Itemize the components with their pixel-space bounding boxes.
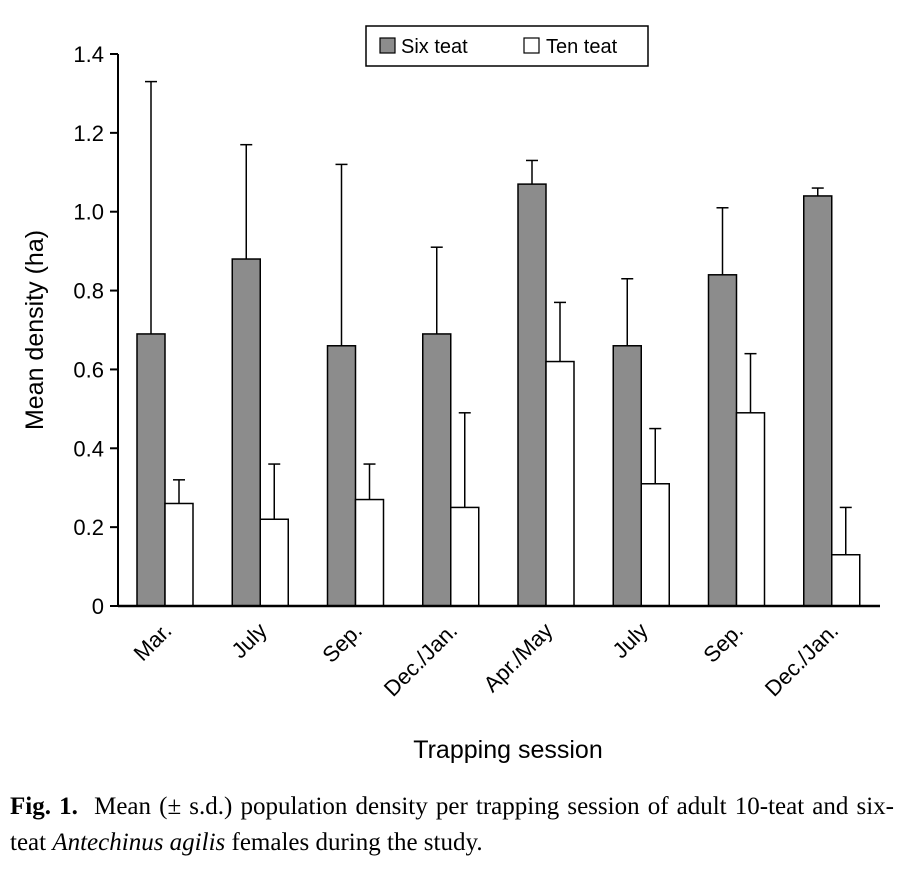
bar-six-teat: [707, 274, 738, 607]
x-tick-label: Sep.: [317, 618, 367, 668]
y-tick-label: 0.8: [73, 279, 104, 304]
bar-chart: 00.20.40.60.81.01.21.4 Mar. July Sep. Dec./…: [21, 25, 880, 764]
bar-ten-teat: [164, 502, 194, 607]
x-tick-label: Dec./Jan.: [379, 618, 462, 701]
x-tick-label: Apr./May: [478, 618, 557, 697]
y-axis: 0 0.2 0.4 0.6 0.8 1.0 1.2 1.4: [73, 42, 119, 619]
bar-ten-teat: [450, 506, 480, 607]
bar-six-teat: [326, 345, 357, 607]
bar-ten-teat: [545, 360, 575, 607]
bars: [136, 183, 861, 607]
y-tick-label: 0: [92, 594, 104, 619]
bar-ten-teat: [831, 553, 861, 607]
bar-six-teat: [231, 258, 261, 607]
caption-species: Antechinus agilis: [52, 829, 226, 856]
figure-caption: Fig. 1. Mean (± s.d.) population density…: [10, 789, 894, 861]
bar-six-teat: [517, 183, 547, 607]
bar-six-teat: [422, 333, 452, 607]
caption-text-before: Mean (± s.d.) population density per tra…: [10, 793, 894, 856]
legend-swatch-six-teat: [379, 37, 396, 54]
error-bars: [145, 80, 852, 555]
caption-text-after: females during the study.: [225, 829, 483, 856]
x-axis: Mar. July Sep. Dec./Jan. Apr./May July Sep. Dec…: [118, 604, 880, 701]
x-tick-label: Sep.: [698, 618, 748, 668]
bar-ten-teat: [735, 412, 766, 607]
legend-label-six-teat: Six teat: [401, 36, 468, 58]
bar-six-teat: [803, 195, 833, 607]
y-tick-label: 0.2: [73, 515, 104, 540]
y-tick-label: 1.0: [73, 200, 104, 225]
figure-label: Fig. 1.: [10, 793, 78, 820]
legend: Six teat Ten teat: [365, 25, 649, 67]
y-tick-label: 1.4: [73, 42, 104, 67]
y-tick-label: 0.6: [73, 357, 104, 382]
x-tick-label: July: [607, 618, 652, 663]
y-tick-label: 1.2: [73, 121, 104, 146]
legend-swatch-ten-teat: [523, 37, 540, 54]
x-tick-label: Mar.: [129, 618, 177, 666]
bar-ten-teat: [354, 498, 385, 607]
bar-six-teat: [136, 333, 166, 607]
legend-label-ten-teat: Ten teat: [546, 36, 618, 58]
x-axis-label: Trapping session: [413, 736, 602, 764]
bar-ten-teat: [259, 518, 289, 607]
x-tick-label: July: [226, 618, 271, 663]
y-tick-label: 0.4: [73, 436, 104, 461]
x-tick-label: Dec./Jan.: [760, 618, 843, 701]
legend-box: [365, 25, 649, 67]
bar-six-teat: [612, 345, 642, 607]
bar-ten-teat: [640, 483, 670, 607]
y-axis-label: Mean density (ha): [21, 230, 49, 430]
